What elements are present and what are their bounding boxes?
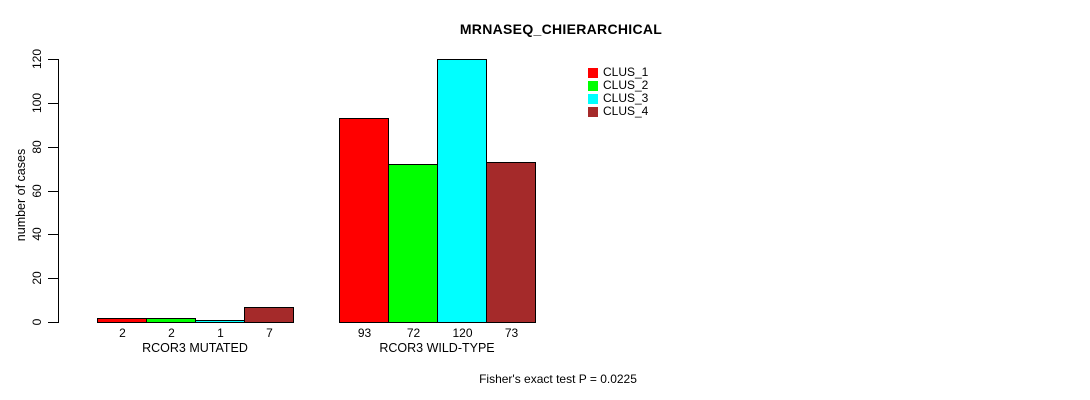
y-axis-tick <box>48 103 58 104</box>
legend-label: CLUS_3 <box>603 91 649 105</box>
x-axis-group-label: RCOR3 WILD-TYPE <box>379 341 495 355</box>
legend-swatch <box>588 106 598 117</box>
bar-rcor3-wild-type-clus_4 <box>486 162 536 323</box>
bar-rcor3-mutated-clus_1 <box>97 318 147 323</box>
legend-swatch <box>588 80 598 91</box>
bar-rcor3-wild-type-clus_2 <box>388 164 438 323</box>
legend-item: CLUS_1 <box>588 66 648 79</box>
y-axis-tick <box>48 278 58 279</box>
y-axis-tick <box>48 234 58 235</box>
y-axis-tick-label: 60 <box>30 184 44 198</box>
bar-rcor3-mutated-clus_2 <box>146 318 196 323</box>
y-axis-tick-label: 20 <box>30 271 44 285</box>
y-axis-tick-label: 80 <box>30 140 44 154</box>
bar-rcor3-mutated-clus_3 <box>195 320 245 323</box>
bar-rcor3-wild-type-clus_3 <box>437 59 487 323</box>
bar-value-label: 2 <box>168 326 175 340</box>
legend-item: CLUS_2 <box>588 79 648 92</box>
y-axis-tick <box>48 147 58 148</box>
y-axis-tick-label: 120 <box>30 48 44 70</box>
bar-value-label: 7 <box>266 326 273 340</box>
y-axis-line <box>58 59 59 323</box>
legend-item: CLUS_4 <box>588 105 648 118</box>
y-axis-tick <box>48 59 58 60</box>
legend-label: CLUS_2 <box>603 78 649 92</box>
legend: CLUS_1 CLUS_2 CLUS_3 CLUS_4 <box>588 66 648 118</box>
bar-rcor3-wild-type-clus_1 <box>339 118 389 323</box>
bar-value-label: 93 <box>357 326 372 340</box>
y-axis-tick-label: 0 <box>30 318 44 326</box>
legend-label: CLUS_4 <box>603 104 649 118</box>
y-axis-tick-label: 100 <box>30 92 44 114</box>
x-axis-group-label: RCOR3 MUTATED <box>142 341 248 355</box>
chart-title: MRNASEQ_CHIERARCHICAL <box>459 21 663 37</box>
y-axis-tick-label: 40 <box>30 227 44 241</box>
legend-swatch <box>588 93 598 104</box>
y-axis-tick <box>48 191 58 192</box>
bar-value-label: 73 <box>504 326 519 340</box>
stat-annotation: Fisher's exact test P = 0.0225 <box>479 372 637 386</box>
legend-label: CLUS_1 <box>603 65 649 79</box>
y-axis-tick <box>48 322 58 323</box>
bar-rcor3-mutated-clus_4 <box>244 307 294 323</box>
legend-swatch <box>588 67 598 78</box>
bar-value-label: 120 <box>452 326 473 340</box>
legend-item: CLUS_3 <box>588 92 648 105</box>
bar-value-label: 2 <box>119 326 126 340</box>
bar-value-label: 72 <box>406 326 421 340</box>
bar-value-label: 1 <box>217 326 224 340</box>
